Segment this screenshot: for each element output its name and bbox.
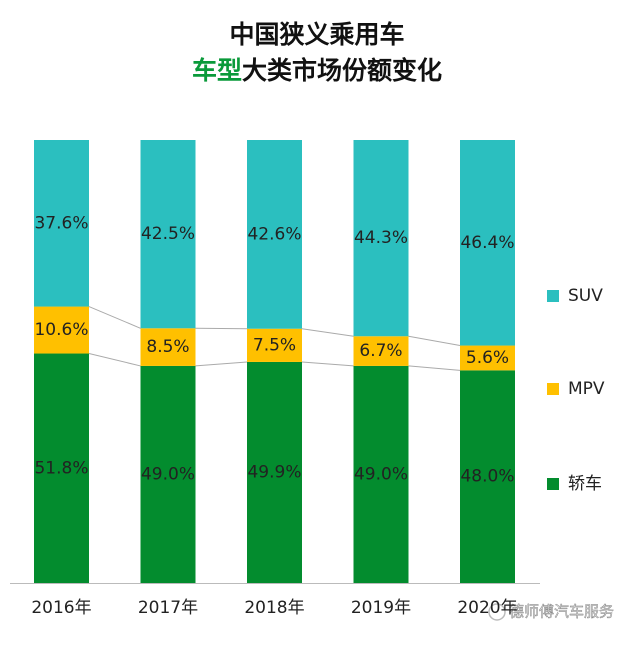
x-tick-label: 2017年 — [138, 598, 198, 618]
x-tick-label: 2020年 — [457, 598, 517, 618]
connector-line — [409, 366, 461, 370]
value-label: 42.6% — [247, 224, 301, 244]
value-label: 48.0% — [460, 467, 514, 487]
x-tick-label: 2016年 — [31, 598, 91, 618]
value-label: 49.9% — [247, 462, 301, 482]
value-label: 49.0% — [354, 464, 408, 484]
value-label: 46.4% — [460, 233, 514, 253]
legend-swatch — [547, 290, 559, 302]
subtitle-rest: 大类市场份额变化 — [242, 56, 442, 85]
connector-line — [89, 307, 141, 329]
value-label: 44.3% — [354, 228, 408, 248]
value-label: 37.6% — [34, 213, 88, 233]
connector-line — [89, 354, 141, 366]
x-tick-label: 2018年 — [244, 598, 304, 618]
value-label: 7.5% — [253, 335, 296, 355]
value-label: 10.6% — [34, 320, 88, 340]
legend-label: MPV — [568, 379, 605, 399]
value-label: 6.7% — [359, 341, 402, 361]
value-label: 49.0% — [141, 464, 195, 484]
connector-line — [302, 329, 354, 337]
value-label: 51.8% — [34, 458, 88, 478]
x-tick-label: 2019年 — [351, 598, 411, 618]
legend-swatch — [547, 383, 559, 395]
connector-line — [302, 362, 354, 366]
chart-title: 中国狭义乘用车 — [229, 20, 404, 49]
legend-swatch — [547, 478, 559, 490]
legend-label: SUV — [568, 286, 603, 306]
value-label: 42.5% — [141, 224, 195, 244]
watermark: 德师傅汽车服务 — [509, 603, 614, 621]
subtitle-highlight: 车型 — [192, 56, 242, 85]
connector-line — [196, 362, 248, 366]
value-label: 5.6% — [466, 348, 509, 368]
chart-subtitle: 车型大类市场份额变化 — [192, 56, 442, 85]
connector-line — [409, 336, 461, 345]
value-label: 8.5% — [146, 337, 189, 357]
legend-label: 轿车 — [568, 474, 602, 494]
